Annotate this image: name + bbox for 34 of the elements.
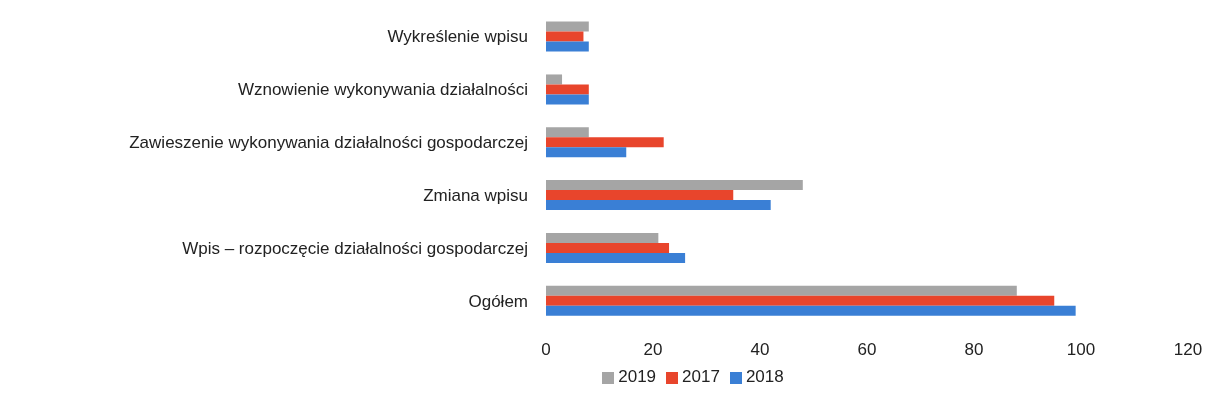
x-tick-label: 80 bbox=[964, 340, 984, 360]
y-tick-label: Wpis – rozpoczęcie działalności gospodarczej bbox=[182, 238, 528, 258]
y-tick-label: Wykreślenie wpisu bbox=[387, 27, 528, 47]
x-tick-label: 60 bbox=[857, 340, 877, 360]
bar bbox=[546, 147, 627, 158]
bar bbox=[546, 200, 771, 211]
x-tick-label: 100 bbox=[1066, 340, 1096, 360]
bar bbox=[546, 137, 664, 148]
x-tick-label: 20 bbox=[643, 340, 663, 360]
bar bbox=[546, 285, 1017, 296]
x-tick-label: 120 bbox=[1173, 340, 1203, 360]
legend-label: 2019 bbox=[618, 367, 657, 386]
y-tick-label: Wznowienie wykonywania działalności bbox=[237, 80, 528, 100]
x-tick-label: 0 bbox=[541, 340, 551, 360]
y-tick-label: Zmiana wpisu bbox=[423, 185, 528, 205]
bar bbox=[546, 190, 734, 201]
bar bbox=[546, 242, 670, 253]
x-tick-label: 40 bbox=[750, 340, 770, 360]
y-tick-label: Zawieszenie wykonywania działalności gospodarczej bbox=[129, 133, 528, 153]
bar bbox=[546, 305, 1076, 316]
bar bbox=[546, 94, 589, 105]
legend-label: 2017 bbox=[682, 367, 720, 386]
bar bbox=[546, 84, 589, 95]
bar bbox=[546, 295, 1055, 306]
y-tick-label: Ogółem bbox=[468, 291, 528, 311]
bar bbox=[546, 180, 803, 191]
bar bbox=[546, 252, 686, 263]
legend-label: 2018 bbox=[745, 367, 784, 386]
bar bbox=[546, 31, 584, 42]
bar bbox=[546, 21, 589, 32]
bar bbox=[546, 232, 659, 243]
bar bbox=[546, 74, 563, 85]
bar bbox=[546, 127, 589, 138]
bar bbox=[546, 41, 589, 52]
